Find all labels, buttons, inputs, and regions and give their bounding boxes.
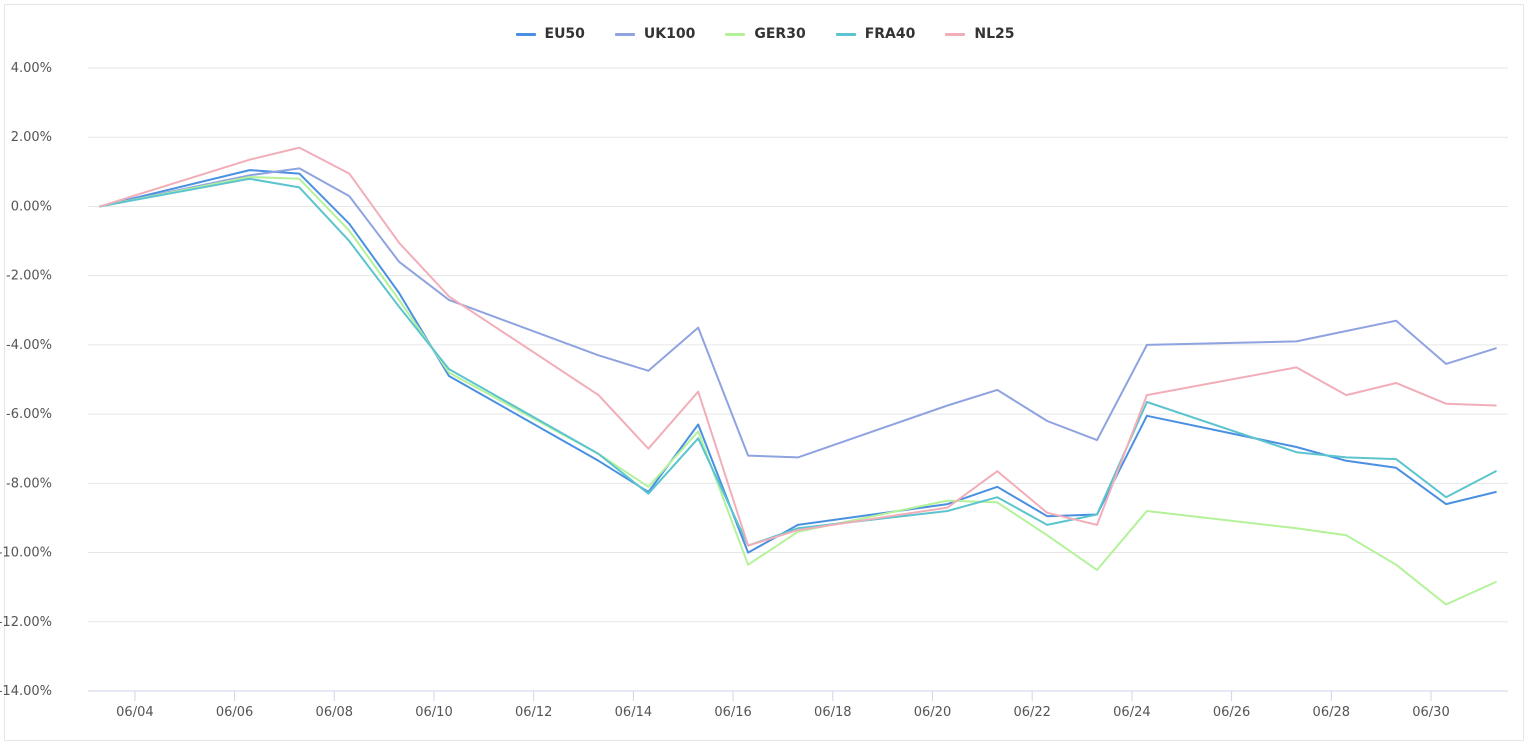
legend-label: GER30: [754, 26, 806, 42]
x-tick-label: 06/04: [116, 705, 153, 720]
y-tick-label: 4.00%: [11, 61, 52, 76]
legend-item-eu50[interactable]: EU50: [515, 26, 585, 42]
x-tick-label: 06/24: [1113, 705, 1150, 720]
x-tick-label: 06/26: [1213, 705, 1250, 720]
legend-label: NL25: [974, 26, 1015, 42]
series-line-fra40: [99, 177, 1497, 547]
legend-item-fra40[interactable]: FRA40: [835, 26, 916, 42]
legend-swatch: [515, 32, 536, 36]
y-tick-label: -8.00%: [6, 476, 52, 491]
legend-item-uk100[interactable]: UK100: [614, 26, 696, 42]
x-tick-label: 06/12: [515, 705, 552, 720]
legend-label: UK100: [643, 26, 696, 42]
y-tick-label: -14.00%: [0, 684, 52, 699]
legend-swatch: [725, 32, 746, 36]
x-tick-label: 06/14: [615, 705, 652, 720]
x-tick-label: 06/06: [216, 705, 253, 720]
series-line-eu50: [99, 169, 1497, 554]
x-tick-label: 06/10: [415, 705, 452, 720]
x-tick-label: 06/22: [1013, 705, 1050, 720]
legend-swatch: [835, 32, 856, 36]
series-line-ger30: [99, 176, 1497, 606]
legend-item-nl25[interactable]: NL25: [945, 26, 1015, 42]
x-tick-label: 06/20: [914, 705, 951, 720]
legend-label: EU50: [544, 26, 585, 42]
y-tick-label: 2.00%: [11, 130, 52, 145]
y-tick-label: -10.00%: [0, 546, 52, 561]
legend: EU50 UK100 GER30 FRA40 NL25: [0, 26, 1530, 42]
x-tick-label: 06/16: [714, 705, 751, 720]
x-tick-label: 06/18: [814, 705, 851, 720]
legend-label: FRA40: [864, 26, 916, 42]
series-line-uk100: [99, 167, 1497, 459]
legend-swatch: [945, 32, 966, 36]
y-tick-label: -12.00%: [0, 615, 52, 630]
x-tick-label: 06/30: [1412, 705, 1449, 720]
y-tick-label: -6.00%: [6, 407, 52, 422]
legend-swatch: [614, 32, 635, 36]
x-tick-label: 06/08: [316, 705, 353, 720]
legend-item-ger30[interactable]: GER30: [725, 26, 806, 42]
series-line-nl25: [99, 146, 1497, 547]
y-tick-label: 0.00%: [11, 199, 52, 214]
y-tick-label: -2.00%: [6, 269, 52, 284]
y-tick-label: -4.00%: [6, 338, 52, 353]
x-tick-label: 06/28: [1313, 705, 1350, 720]
